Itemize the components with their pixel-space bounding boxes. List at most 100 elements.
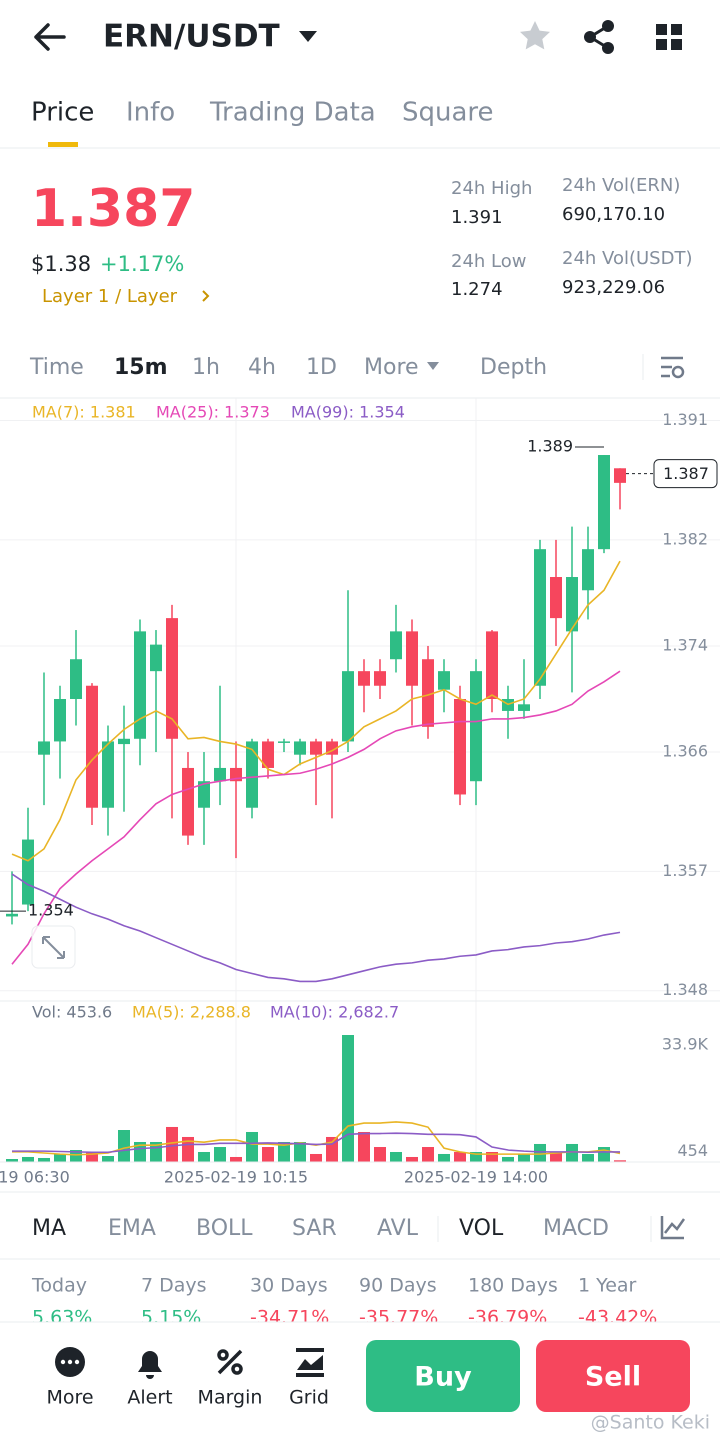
- pair-caret[interactable]: [299, 31, 317, 42]
- more-icon[interactable]: [55, 1347, 85, 1377]
- y-tick-label: 454: [677, 1141, 708, 1160]
- alert-icon[interactable]: [138, 1351, 162, 1379]
- interval[interactable]: 4h: [248, 355, 276, 380]
- last-price: 1.387: [31, 179, 195, 239]
- volume-bar: [118, 1130, 130, 1162]
- candle-body: [390, 631, 402, 660]
- period-change: -36.79%: [468, 1307, 547, 1329]
- square: [656, 39, 667, 50]
- candle-body: [534, 549, 546, 686]
- period-change: 5.15%: [141, 1307, 201, 1329]
- volume-bar: [310, 1153, 322, 1162]
- period-label: 1 Year: [578, 1275, 637, 1297]
- candle-body: [598, 455, 610, 550]
- indicator-tab[interactable]: AVL: [377, 1216, 419, 1241]
- back-button[interactable]: [34, 23, 66, 51]
- tab[interactable]: Price: [31, 98, 94, 128]
- buy-button[interactable]: [366, 1340, 520, 1412]
- y-tick-label: 1.357: [662, 861, 708, 880]
- period-change: -43.42%: [578, 1307, 657, 1329]
- interval[interactable]: Time: [29, 355, 84, 380]
- volume-bar: [550, 1151, 562, 1162]
- volume-bar: [294, 1141, 306, 1162]
- interval[interactable]: Depth: [480, 355, 547, 380]
- candle-body: [342, 671, 354, 742]
- indicator-tab[interactable]: VOL: [459, 1216, 504, 1241]
- layout-icon[interactable]: [656, 24, 682, 50]
- interval[interactable]: More: [364, 355, 419, 380]
- bar: [296, 1373, 324, 1377]
- action-label[interactable]: Grid: [289, 1387, 329, 1409]
- volume-bar: [166, 1126, 178, 1162]
- candle-body: [406, 631, 418, 686]
- high-marker: 1.389: [527, 437, 573, 456]
- volume-bar: [134, 1141, 146, 1162]
- stat-label: 24h Vol(USDT): [562, 248, 692, 269]
- indicator-tab[interactable]: MACD: [543, 1216, 609, 1241]
- candle-body: [22, 839, 34, 905]
- square: [671, 24, 682, 35]
- action-label[interactable]: Alert: [127, 1387, 172, 1409]
- tab-indicator: [48, 142, 78, 147]
- indicator-tab[interactable]: BOLL: [196, 1216, 253, 1241]
- indicator-settings-icon[interactable]: [660, 1216, 686, 1240]
- action-label[interactable]: More: [46, 1387, 93, 1409]
- interval[interactable]: 1D: [306, 355, 337, 380]
- volume-bar: [518, 1153, 530, 1162]
- gear: [671, 365, 685, 379]
- candle-body: [358, 671, 370, 686]
- volume-bar: [614, 1160, 626, 1162]
- volume-bar: [86, 1151, 98, 1162]
- bar: [296, 1348, 324, 1352]
- period-label: 7 Days: [141, 1275, 207, 1297]
- indicator-tab[interactable]: SAR: [292, 1216, 337, 1241]
- candle-body: [118, 738, 130, 745]
- volume-bar: [54, 1153, 66, 1162]
- volume-bar: [22, 1156, 34, 1162]
- volume-bar: [438, 1153, 450, 1162]
- volume-bar: [342, 1035, 354, 1162]
- candle-body: [566, 577, 578, 632]
- stat-value: 690,170.10: [562, 204, 665, 225]
- indicator-tab[interactable]: EMA: [108, 1216, 156, 1241]
- tag-chevron: [202, 290, 210, 302]
- volume-bar: [374, 1147, 386, 1162]
- sell-button[interactable]: [536, 1340, 690, 1412]
- legend-entry: MA(10): 2,682.7: [270, 1003, 399, 1022]
- buy-label[interactable]: Buy: [414, 1362, 472, 1393]
- legend-entry: MA(5): 2,288.8: [132, 1003, 251, 1022]
- sell-label[interactable]: Sell: [585, 1362, 641, 1393]
- interval[interactable]: 1h: [192, 355, 220, 380]
- period-label: Today: [31, 1275, 87, 1297]
- volume-bar: [182, 1136, 194, 1162]
- margin-icon[interactable]: [217, 1349, 243, 1375]
- square: [656, 24, 667, 35]
- watermark: @Santo Keki: [591, 1412, 710, 1434]
- last-price-box: [653, 459, 718, 489]
- candle-body: [214, 767, 226, 782]
- y-tick-label: 1.348: [662, 980, 708, 999]
- tab[interactable]: Info: [126, 98, 175, 128]
- action-label[interactable]: Margin: [198, 1387, 263, 1409]
- candle-body: [54, 699, 66, 742]
- legend-entry: MA(99): 1.354: [291, 403, 405, 422]
- grid-icon[interactable]: [296, 1348, 324, 1377]
- share-icon[interactable]: [584, 20, 614, 54]
- interval[interactable]: 15m: [114, 355, 168, 380]
- usd-price: $1.38: [31, 252, 91, 276]
- tab[interactable]: Square: [402, 98, 494, 128]
- ma-line: [11, 560, 621, 862]
- chart-settings-icon[interactable]: [661, 356, 685, 379]
- pair-title[interactable]: ERN/USDT: [103, 19, 280, 55]
- favorite-icon[interactable]: [520, 21, 550, 50]
- volume-bar: [454, 1151, 466, 1162]
- expand-button[interactable]: [31, 925, 76, 969]
- indicator-tab[interactable]: MA: [32, 1216, 66, 1241]
- candle-body: [374, 671, 386, 686]
- legend-entry: MA(25): 1.373: [156, 403, 270, 422]
- tag-link[interactable]: Layer 1 / Layer: [42, 286, 178, 307]
- tab[interactable]: Trading Data: [209, 98, 376, 128]
- volume-bar: [38, 1157, 50, 1162]
- chart-area: 1.391 1.382 1.374 1.366 1.357 1.348 19 06:30 20…: [0, 398, 720, 1187]
